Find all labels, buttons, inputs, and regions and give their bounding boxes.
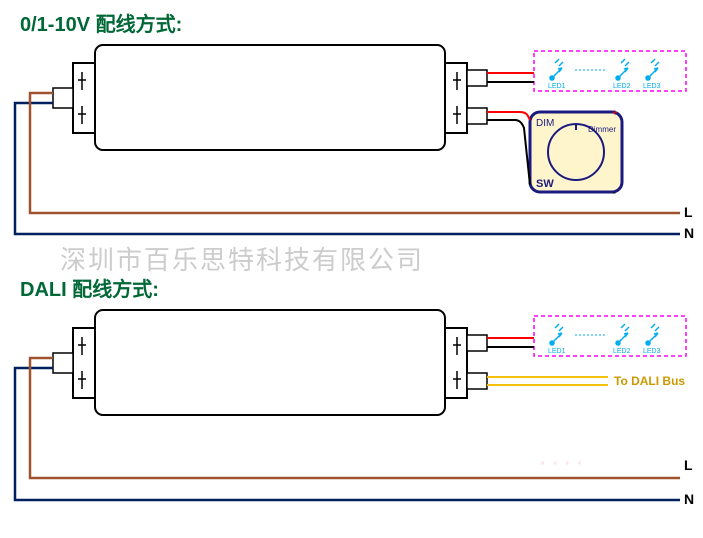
led-box-bottom: LED1 LED2 LED3: [487, 316, 686, 356]
svg-text:LED3: LED3: [643, 348, 661, 355]
dimmer-label: Dimmer: [588, 125, 616, 134]
driver-bottom: [53, 310, 487, 415]
svg-text:-: -: [612, 185, 616, 199]
svg-text:LED1: LED1: [548, 348, 566, 355]
svg-text:+: +: [612, 108, 618, 119]
led-box-top: LED1 LED2 LED3: [487, 51, 686, 91]
n-label-bottom: N: [684, 491, 694, 507]
dali-bus-label: To DALI Bus: [614, 374, 685, 388]
led2-label: LED2: [613, 83, 631, 90]
l-label-top: L: [684, 204, 693, 220]
led3-label: LED3: [643, 83, 661, 90]
wiring-diagram: LED1 LED2 LED3 DIM SW Dimmer + - N L: [0, 0, 703, 538]
svg-text:· · · ·: · · · ·: [540, 453, 583, 475]
driver-top: [53, 45, 487, 150]
dimmer-box: DIM SW Dimmer + -: [487, 108, 622, 199]
dim-label: DIM: [536, 118, 554, 129]
svg-text:LED2: LED2: [613, 348, 631, 355]
dali-bus-wires: To DALI Bus: [487, 374, 685, 388]
led1-label: LED1: [548, 83, 566, 90]
l-label-bottom: L: [684, 457, 693, 473]
n-label-top: N: [684, 225, 694, 241]
sw-label: SW: [536, 178, 554, 190]
